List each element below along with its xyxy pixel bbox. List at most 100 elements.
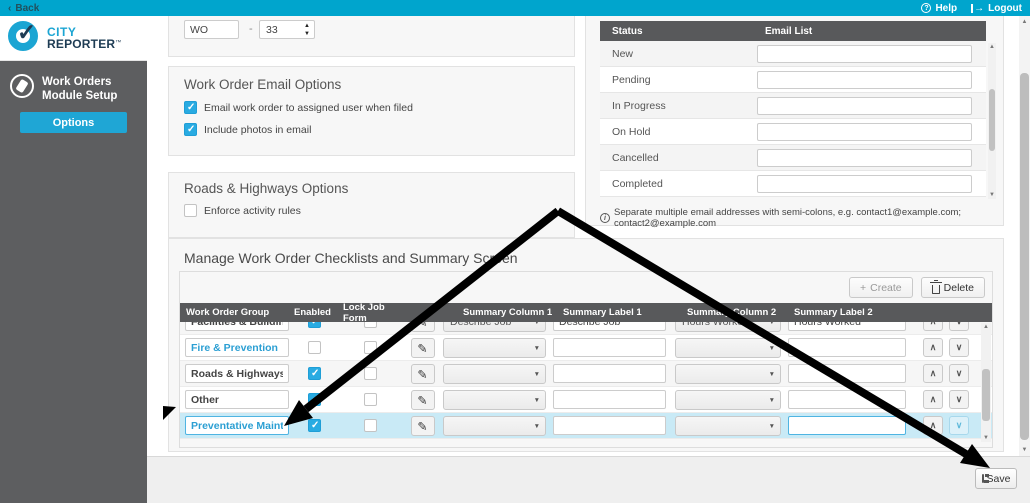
- summary-column-2-select[interactable]: [675, 389, 781, 410]
- work-order-group-input[interactable]: [185, 322, 289, 331]
- edit-checklist-button[interactable]: [411, 322, 435, 332]
- email-list-input-on-hold[interactable]: [757, 122, 972, 141]
- summary-column-2-select[interactable]: Hours Worked: [675, 322, 781, 332]
- work-order-number-stepper[interactable]: 33 ▲ ▼: [259, 20, 315, 39]
- enabled-checkbox[interactable]: [308, 341, 321, 354]
- email-list-input-in-progress[interactable]: [757, 96, 972, 115]
- edit-checklist-button[interactable]: [411, 415, 435, 436]
- work-order-group-input[interactable]: [185, 364, 289, 383]
- move-down-button[interactable]: [949, 338, 969, 357]
- email-hint: i Separate multiple email addresses with…: [600, 207, 1003, 229]
- col-header-summary-col2: Summary Column 2: [687, 307, 777, 318]
- enforce-activity-rules-label: Enforce activity rules: [204, 204, 301, 217]
- table-row: [180, 335, 992, 361]
- enabled-checkbox[interactable]: [308, 419, 321, 432]
- work-order-prefix-input[interactable]: [184, 20, 239, 39]
- summary-column-2-select[interactable]: [675, 415, 781, 436]
- page-scrollbar[interactable]: ▲ ▼: [1019, 16, 1030, 456]
- enabled-checkbox[interactable]: [308, 367, 321, 380]
- lock-job-form-checkbox[interactable]: [363, 341, 377, 354]
- footer-bar: Save: [147, 456, 1030, 503]
- move-up-button[interactable]: [923, 322, 943, 331]
- email-list-input-pending[interactable]: [757, 70, 972, 89]
- prefix-number-separator: -: [249, 23, 253, 35]
- table-row: Cancelled: [600, 145, 986, 171]
- edit-checklist-button[interactable]: [411, 363, 435, 384]
- move-down-button[interactable]: [949, 416, 969, 435]
- summary-column-1-select[interactable]: [443, 337, 546, 358]
- table-row: In Progress: [600, 93, 986, 119]
- col-header-lock: Lock Job Form: [343, 301, 385, 324]
- number-increment-button[interactable]: ▲: [304, 23, 310, 29]
- summary-column-2-select[interactable]: [675, 337, 781, 358]
- summary-label-1-input[interactable]: [553, 416, 666, 435]
- summary-label-1-input[interactable]: [553, 390, 666, 409]
- edit-checklist-button[interactable]: [411, 337, 435, 358]
- email-list-input-new[interactable]: [757, 44, 972, 63]
- summary-label-1-input[interactable]: [553, 364, 666, 383]
- save-icon: [981, 474, 989, 483]
- move-up-button[interactable]: [923, 364, 943, 383]
- table-row: On Hold: [600, 119, 986, 145]
- lock-job-form-checkbox[interactable]: [363, 393, 377, 406]
- summary-label-2-input[interactable]: [788, 416, 906, 435]
- table-row: Completed: [600, 171, 986, 197]
- status-label: New: [612, 47, 634, 60]
- move-down-button[interactable]: [949, 364, 969, 383]
- status-label: Cancelled: [612, 151, 659, 164]
- email-assigned-user-checkbox[interactable]: [184, 101, 197, 114]
- summary-column-1-select[interactable]: [443, 415, 546, 436]
- logout-icon: →: [971, 3, 984, 14]
- email-options-title: Work Order Email Options: [184, 77, 342, 92]
- edit-checklist-button[interactable]: [411, 389, 435, 410]
- enforce-activity-rules-checkbox[interactable]: [184, 204, 197, 217]
- enabled-checkbox[interactable]: [308, 322, 321, 328]
- summary-column-2-select[interactable]: [675, 363, 781, 384]
- work-order-group-input[interactable]: [185, 338, 289, 357]
- status-label: In Progress: [612, 99, 666, 112]
- move-up-button[interactable]: [923, 390, 943, 409]
- summary-label-2-input[interactable]: [788, 322, 906, 331]
- save-button[interactable]: Save: [975, 468, 1017, 489]
- email-options-panel: Work Order Email Options Email work orde…: [168, 66, 575, 156]
- status-table-scrollbar[interactable]: ▲ ▼: [988, 43, 996, 199]
- email-list-input-completed[interactable]: [757, 174, 972, 193]
- move-up-button[interactable]: [923, 416, 943, 435]
- checklists-table-scrollbar[interactable]: ▲ ▼: [981, 323, 991, 442]
- move-down-button[interactable]: [949, 322, 969, 331]
- back-button[interactable]: ‹ Back: [8, 3, 39, 14]
- summary-label-1-input[interactable]: [553, 322, 666, 331]
- lock-job-form-checkbox[interactable]: [363, 322, 377, 328]
- col-header-summary-col1: Summary Column 1: [463, 307, 553, 318]
- sidebar-item-options[interactable]: Options: [20, 112, 127, 133]
- help-button[interactable]: ? Help: [921, 3, 957, 14]
- move-down-button[interactable]: [949, 390, 969, 409]
- plus-icon: +: [859, 281, 867, 294]
- summary-label-2-input[interactable]: [788, 390, 906, 409]
- delete-button[interactable]: Delete: [920, 277, 985, 298]
- summary-label-1-input[interactable]: [553, 338, 666, 357]
- summary-label-2-input[interactable]: [788, 364, 906, 383]
- summary-column-1-select[interactable]: Describe Job: [443, 322, 546, 332]
- module-header: Work Orders Module Setup: [10, 74, 117, 103]
- cityreporter-logo: ✓ CITY REPORTER™: [0, 16, 147, 61]
- summary-column-1-select[interactable]: [443, 389, 546, 410]
- number-decrement-button[interactable]: ▼: [304, 31, 310, 37]
- work-order-group-input[interactable]: [185, 390, 289, 409]
- lock-job-form-checkbox[interactable]: [363, 419, 377, 432]
- lock-job-form-checkbox[interactable]: [363, 367, 377, 380]
- create-button[interactable]: + Create: [848, 277, 913, 298]
- summary-column-1-select[interactable]: [443, 363, 546, 384]
- logout-button[interactable]: → Logout: [971, 3, 1022, 14]
- work-order-group-input[interactable]: [185, 416, 289, 435]
- enabled-checkbox[interactable]: [308, 393, 321, 406]
- table-row-selected: [180, 413, 992, 439]
- email-list-input-cancelled[interactable]: [757, 148, 972, 167]
- logo-icon: ✓: [8, 19, 42, 55]
- include-photos-checkbox[interactable]: [184, 123, 197, 136]
- email-list-column-header: Email List: [765, 25, 813, 37]
- move-up-button[interactable]: [923, 338, 943, 357]
- summary-label-2-input[interactable]: [788, 338, 906, 357]
- help-label: Help: [935, 2, 958, 14]
